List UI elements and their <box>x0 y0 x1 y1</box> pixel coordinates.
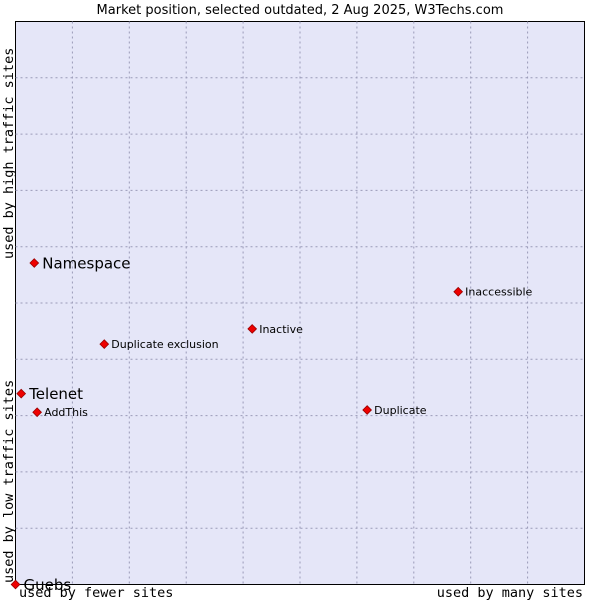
data-points: Namespace Telenet Guebs Inaccessible Inactiv… <box>10 255 533 594</box>
point-label-guebs: Guebs <box>24 576 72 594</box>
chart-title: Market position, selected outdated, 2 Au… <box>97 3 504 18</box>
grid-lines <box>15 21 585 585</box>
y-axis-label-top: used by high traffic sites <box>1 48 17 259</box>
point-label-duplicate-exclusion: Duplicate exclusion <box>111 338 218 351</box>
y-axis-label-bottom: used by low traffic sites <box>1 380 17 583</box>
point-marker-inaccessible <box>453 286 464 297</box>
point-marker-addthis <box>32 407 42 418</box>
point-label-telenet: Telenet <box>28 385 83 403</box>
point-label-inactive: Inactive <box>259 323 303 336</box>
x-axis-label-left: used by fewer sites <box>19 585 173 600</box>
point-label-duplicate: Duplicate <box>374 404 427 417</box>
point-marker-namespace <box>29 258 40 268</box>
point-label-inaccessible: Inaccessible <box>465 286 532 299</box>
point-marker-duplicate <box>362 405 373 415</box>
point-marker-telenet <box>16 388 27 399</box>
point-marker-inactive <box>247 324 258 334</box>
x-axis-label-right: used by many sites <box>437 585 583 600</box>
point-marker-guebs <box>10 579 21 590</box>
point-label-namespace: Namespace <box>42 255 130 273</box>
point-label-addthis: AddThis <box>44 406 88 419</box>
point-marker-duplicate-exclusion <box>99 339 110 349</box>
